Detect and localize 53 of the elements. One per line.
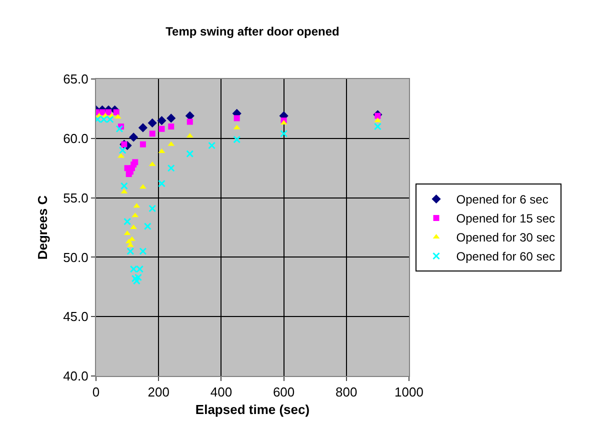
point <box>233 136 241 144</box>
point <box>134 274 142 282</box>
point <box>132 159 138 166</box>
point <box>186 150 194 158</box>
point <box>166 114 176 123</box>
point <box>118 153 124 158</box>
point <box>280 130 288 138</box>
point <box>148 204 156 212</box>
point <box>113 109 120 116</box>
legend-label: Opened for 6 sec <box>456 192 548 207</box>
y-tick-label: 60.0 <box>63 130 88 146</box>
point <box>129 132 138 142</box>
point <box>124 218 132 226</box>
y-tick-label: 45.0 <box>63 309 88 324</box>
y-tick-label: 55.0 <box>63 190 88 206</box>
point <box>186 118 193 125</box>
point <box>132 277 140 285</box>
y-axis-title: Degrees C <box>35 194 50 260</box>
point <box>167 164 175 172</box>
point <box>374 122 382 130</box>
point <box>149 130 156 137</box>
legend-label: Opened for 15 sec <box>456 212 555 226</box>
point <box>144 222 152 230</box>
x-tick-label: 800 <box>336 384 358 400</box>
point <box>234 115 240 122</box>
point <box>140 141 146 148</box>
point <box>148 118 157 128</box>
point <box>208 142 216 150</box>
x-tick-label: 1000 <box>394 384 424 400</box>
point <box>120 182 128 190</box>
point <box>157 116 166 126</box>
legend-label: Opened for 30 sec <box>456 230 555 245</box>
point <box>116 125 124 133</box>
point <box>138 123 148 132</box>
x-tick-label: 0 <box>92 384 100 400</box>
point <box>118 146 126 154</box>
y-tick-label: 50.0 <box>63 250 88 265</box>
x-tick-label: 400 <box>210 384 232 400</box>
point <box>126 248 134 256</box>
point <box>168 124 174 130</box>
x-axis-title: Elapsed time (sec) <box>195 402 310 418</box>
x-tick-label: 600 <box>272 384 295 400</box>
legend-label: Opened for 60 sec <box>456 250 555 264</box>
point <box>374 112 381 119</box>
y-tick-label: 40.0 <box>63 368 88 384</box>
point <box>128 236 136 241</box>
point <box>158 126 165 132</box>
x-tick-label: 200 <box>148 384 170 400</box>
y-tick-label: 65.0 <box>63 72 88 87</box>
point <box>131 274 139 282</box>
point <box>158 180 166 188</box>
chart-title: Temp swing after door opened <box>166 24 340 38</box>
point <box>139 248 147 256</box>
